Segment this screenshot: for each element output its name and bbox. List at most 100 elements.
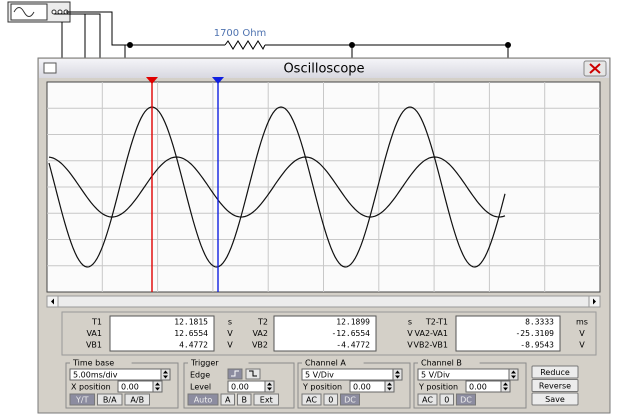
readout-value: 4.4772 [179,341,208,350]
readout-label: VA2 [252,329,268,338]
mode-button[interactable] [439,393,454,406]
group-title: Time base [72,359,114,368]
junction [349,42,355,48]
mode-button-label: Y/T [75,396,89,405]
value-box [455,315,561,352]
scale-select-text: 5 V/Div [421,371,450,380]
mode-button[interactable] [301,393,322,406]
action-button-label: Reduce [540,368,570,377]
spin-arrows [503,382,508,391]
spin-arrows [155,382,160,391]
group-title-bg [188,358,249,367]
spin-button[interactable] [384,380,395,393]
value-box [109,315,215,352]
readout-unit: V [407,329,413,338]
group-title-bg [418,358,480,367]
readout-unit: ms [576,318,588,327]
action-button-label: Reverse [539,382,571,391]
title-bar [39,59,609,78]
position-input-text: 0.00 [121,383,139,392]
mode-button[interactable] [456,393,476,406]
mode-button-label: 0 [328,396,333,405]
mode-button[interactable] [220,393,235,406]
readout-unit: V [579,329,585,338]
group-title-bg [70,358,132,367]
mode-button[interactable] [97,393,123,406]
mode-button[interactable] [237,393,252,406]
wire [54,13,86,58]
scrollbar[interactable] [46,295,601,308]
edge-icon [231,370,239,377]
group-title: Channel A [305,359,346,368]
readout-value: -25.3109 [515,329,554,338]
action-button[interactable] [531,392,579,406]
resistor-label: 1700 Ohm [214,28,267,39]
junction [505,42,511,48]
mode-button-label: DC [344,396,356,405]
spin-arrows [387,382,392,391]
readout-label: T1 [91,318,102,327]
mode-button-label: B [242,396,248,405]
action-button-label: Save [545,395,565,404]
edge-icon [249,370,257,377]
mode-button[interactable] [124,393,150,406]
mode-button-label: DC [460,396,472,405]
readout-label: VB1 [86,341,102,350]
generator-display [10,3,48,21]
mode-button[interactable] [187,393,219,406]
spin-button[interactable] [392,368,403,381]
action-button[interactable] [531,365,579,379]
group-title: Trigger [190,359,219,368]
level-input-text: 0.00 [231,383,249,392]
cursor-handle[interactable] [212,77,224,84]
resistor [224,40,266,51]
readout-unit: s [408,318,412,327]
spin-button[interactable] [160,368,171,381]
position-label: Y position [418,383,458,392]
readout-unit: V [407,341,413,350]
readout-value: 12.6554 [174,329,208,338]
terminal [57,9,63,15]
mode-button[interactable] [69,393,95,406]
readout-unit: s [228,318,232,327]
spin-button[interactable] [508,368,519,381]
value-box [273,315,377,352]
mode-button[interactable] [323,393,338,406]
trace-channel-a [48,106,506,268]
mode-button-label: Auto [194,396,213,405]
readout-unit: V [579,341,585,350]
readout-label: VB2-VB1 [413,341,448,350]
readout-unit: V [227,329,233,338]
mode-button-label: 0 [444,396,449,405]
window-title: Oscilloscope [283,62,364,77]
readout-label: T2 [257,318,268,327]
edge-label: Edge [190,371,210,380]
mode-button-label: A [225,396,231,405]
spin-arrows [267,382,272,391]
readout-label: VB2 [252,341,268,350]
arrow [51,298,54,305]
position-input-text: 0.00 [353,383,371,392]
mode-button-label: AC [306,396,317,405]
scale-select-text: 5 V/Div [305,371,334,380]
action-button[interactable] [531,379,579,392]
spin-button[interactable] [500,380,511,393]
mode-button[interactable] [253,393,279,406]
readout-value: 12.1815 [174,318,208,327]
sine-icon [13,7,35,17]
spin-arrows [511,370,516,379]
close-icon [589,63,601,74]
group-title-bg [302,358,364,367]
readout-value: 8.3333 [525,318,554,327]
spin-button[interactable] [152,380,163,393]
spin-arrows [395,370,400,379]
spin-button[interactable] [264,380,275,393]
terminal [51,9,57,15]
mode-button-label: A/B [130,396,144,405]
mode-button[interactable] [417,393,438,406]
group-title: Channel B [421,359,462,368]
readout-label: VA2-VA1 [415,329,448,338]
mode-button[interactable] [340,393,360,406]
cursor-handle[interactable] [146,77,158,84]
